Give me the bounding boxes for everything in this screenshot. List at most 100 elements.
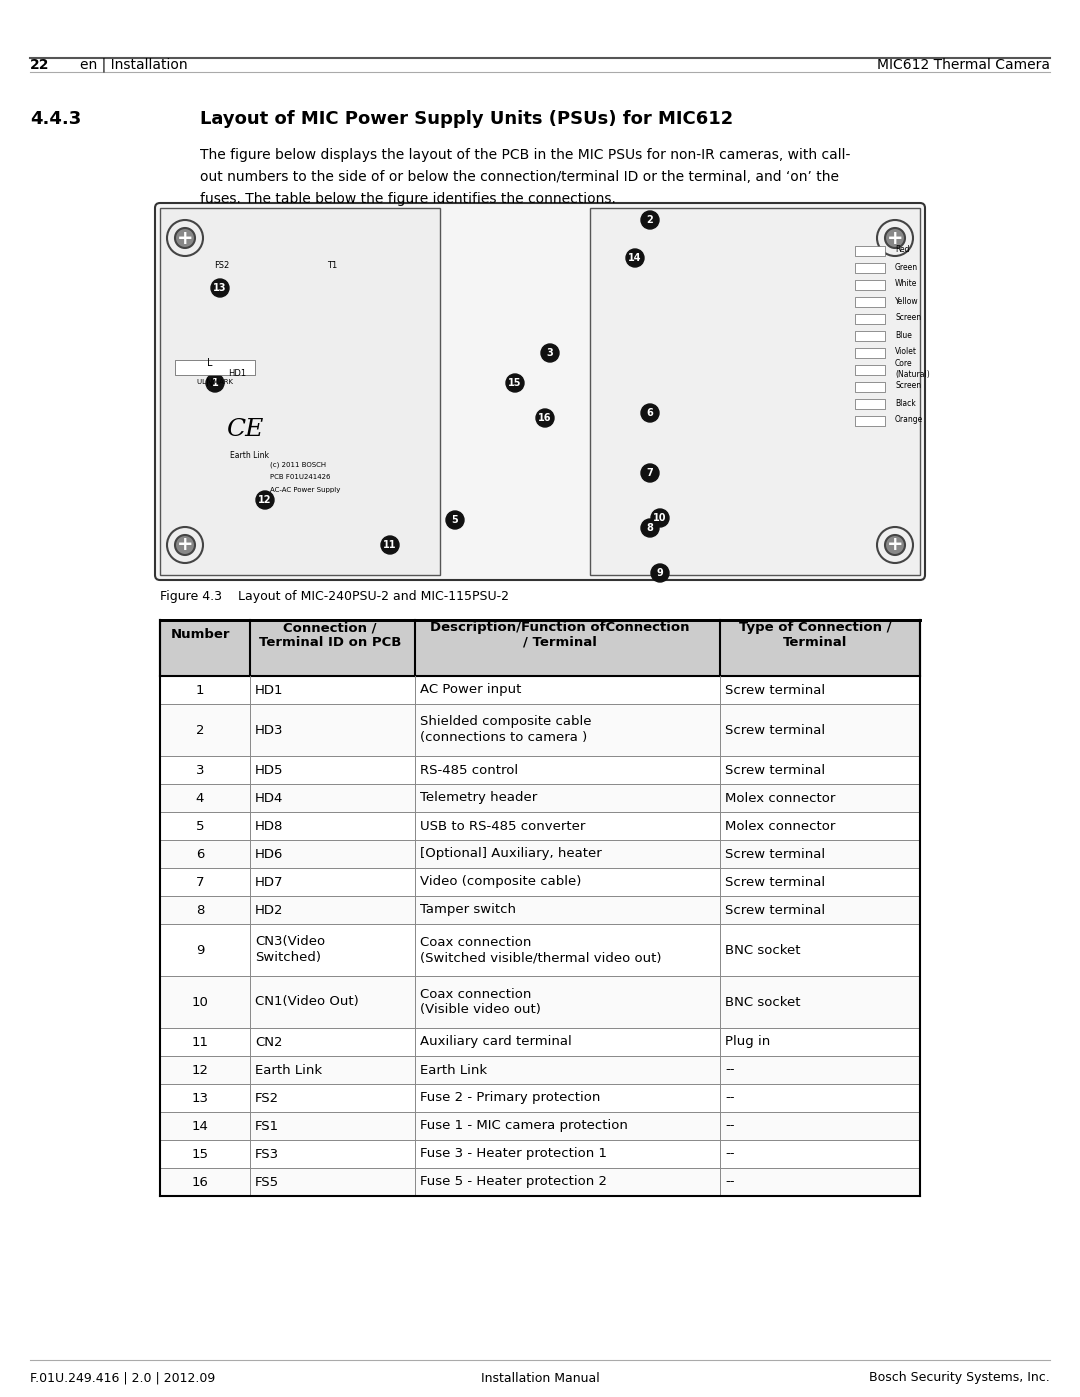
Text: 10: 10 [191,996,208,1009]
Circle shape [206,374,224,393]
Text: 8: 8 [195,904,204,916]
Text: Tamper switch: Tamper switch [420,904,516,916]
Text: Installation Manual: Installation Manual [481,1372,599,1384]
Bar [160,676,920,704]
Text: Black: Black [895,398,916,408]
Text: Screw terminal: Screw terminal [725,764,825,777]
Circle shape [642,464,659,482]
Circle shape [175,535,195,555]
Circle shape [507,374,524,393]
Text: HD4: HD4 [255,792,283,805]
Text: CN1(Video Out): CN1(Video Out) [255,996,359,1009]
Text: FS3: FS3 [255,1147,279,1161]
Text: 2: 2 [647,215,653,225]
Text: MIC612 Thermal Camera: MIC612 Thermal Camera [877,59,1050,73]
Text: Terminal ID on PCB: Terminal ID on PCB [259,636,401,648]
Text: AC Power input: AC Power input [420,683,522,697]
Bar [855,400,885,409]
Text: RS-485 control: RS-485 control [420,764,518,777]
Text: FS1: FS1 [255,1119,279,1133]
Text: Screw terminal: Screw terminal [725,848,825,861]
Circle shape [626,249,644,267]
Bar [590,208,920,576]
Text: +: + [177,535,193,555]
Text: 12: 12 [258,495,272,504]
Text: T1: T1 [327,261,337,271]
Bar [160,208,440,576]
Bar [855,331,885,341]
Text: HD7: HD7 [255,876,283,888]
Circle shape [651,564,669,583]
Bar [855,314,885,324]
Text: N: N [206,379,214,388]
Text: 5: 5 [195,820,204,833]
Text: Molex connector: Molex connector [725,820,835,833]
Text: Molex connector: Molex connector [725,792,835,805]
FancyBboxPatch shape [156,203,924,580]
Text: Number: Number [171,627,230,640]
Text: 16: 16 [191,1175,208,1189]
Text: HD1: HD1 [255,683,283,697]
Text: PCB F01U241426: PCB F01U241426 [270,474,330,481]
Text: (Visible video out): (Visible video out) [420,1003,541,1017]
Text: CE: CE [227,419,264,441]
Text: 3: 3 [546,348,553,358]
Bar [160,648,920,676]
Text: FS2: FS2 [214,261,230,271]
Text: Earth Link: Earth Link [420,1063,487,1077]
Text: FS2: FS2 [255,1091,279,1105]
Text: fuses. The table below the figure identifies the connections.: fuses. The table below the figure identi… [200,191,616,205]
Text: Fuse 1 - MIC camera protection: Fuse 1 - MIC camera protection [420,1119,627,1133]
Text: 4.4.3: 4.4.3 [30,110,81,129]
Bar [160,895,920,923]
Text: Screen: Screen [895,313,921,323]
Text: FS5: FS5 [255,1175,279,1189]
Text: 13: 13 [191,1091,208,1105]
Text: BNC socket: BNC socket [725,943,800,957]
Text: 16: 16 [538,414,552,423]
Text: CN2: CN2 [255,1035,283,1049]
Text: 11: 11 [383,541,396,550]
Text: 3: 3 [195,764,204,777]
Text: Orange: Orange [895,415,923,425]
Text: Earth Link: Earth Link [255,1063,322,1077]
Bar [855,263,885,272]
Text: F.01U.249.416 | 2.0 | 2012.09: F.01U.249.416 | 2.0 | 2012.09 [30,1372,215,1384]
Text: Telemetry header: Telemetry header [420,792,537,805]
Text: Shielded composite cable: Shielded composite cable [420,715,592,728]
Circle shape [256,490,274,509]
Bar [855,416,885,426]
Text: 1: 1 [195,683,204,697]
Text: --: -- [725,1119,734,1133]
Bar [160,704,920,756]
Text: --: -- [725,1063,734,1077]
Text: Coax connection: Coax connection [420,936,531,949]
Text: +: + [887,535,903,555]
Text: en | Installation: en | Installation [80,57,188,73]
Text: 15: 15 [191,1147,208,1161]
Text: Earth Link: Earth Link [230,450,270,460]
Text: 13: 13 [213,284,227,293]
Circle shape [642,404,659,422]
Text: Fuse 5 - Heater protection 2: Fuse 5 - Heater protection 2 [420,1175,607,1189]
Text: 14: 14 [191,1119,208,1133]
Text: (c) 2011 BOSCH: (c) 2011 BOSCH [270,462,326,468]
Text: CN3(Video: CN3(Video [255,936,325,949]
Text: Video (composite cable): Video (composite cable) [420,876,581,888]
Text: +: + [887,229,903,247]
Bar [160,1168,920,1196]
Text: (connections to camera ): (connections to camera ) [420,732,588,745]
Bar [160,1112,920,1140]
Text: Violet: Violet [895,348,917,356]
Text: Fuse 2 - Primary protection: Fuse 2 - Primary protection [420,1091,600,1105]
Text: +: + [177,229,193,247]
Text: 10: 10 [653,513,666,522]
Bar [160,1084,920,1112]
Bar [160,620,920,648]
Text: Blue: Blue [895,331,912,339]
Text: Layout of MIC Power Supply Units (PSUs) for MIC612: Layout of MIC Power Supply Units (PSUs) … [200,110,733,129]
Text: HD6: HD6 [255,848,283,861]
Bar [160,840,920,868]
Text: Switched): Switched) [255,951,321,964]
Circle shape [536,409,554,427]
